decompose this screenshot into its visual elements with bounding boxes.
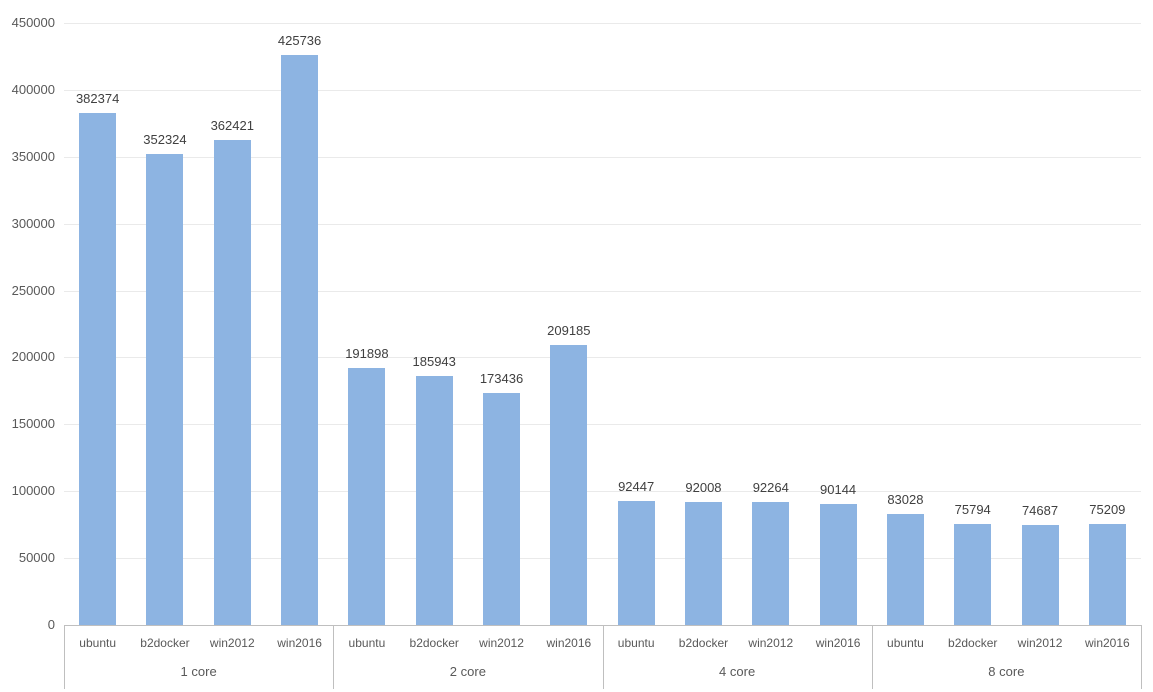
y-axis-tick-label: 200000 (11, 349, 55, 365)
bar-value-label: 75794 (954, 501, 991, 517)
bar (213, 140, 251, 625)
bar-value-label: 92008 (685, 479, 722, 495)
y-gridline (64, 89, 1141, 91)
bar (146, 153, 184, 625)
x-category-label: b2docker (948, 636, 998, 650)
bar-value-label: 352324 (143, 131, 187, 147)
bar (415, 376, 453, 625)
bar (752, 501, 790, 625)
y-axis-tick-label: 150000 (11, 416, 55, 432)
group-divider-line (602, 625, 604, 689)
bar-value-label: 90144 (820, 482, 857, 498)
y-axis-tick-label: 250000 (11, 282, 55, 298)
group-divider-line (333, 625, 335, 689)
x-category-label: win2012 (748, 636, 794, 650)
bar-value-label: 75209 (1089, 502, 1126, 518)
x-category-label: win2012 (1017, 636, 1063, 650)
bar (886, 513, 924, 625)
x-category-label: win2016 (546, 636, 592, 650)
group-divider-line (64, 625, 65, 689)
bar (1021, 525, 1059, 625)
x-category-label: ubuntu (887, 636, 924, 650)
x-category-label: b2docker (678, 636, 729, 650)
bar-value-label: 382374 (75, 91, 120, 107)
y-axis-tick-label: 450000 (11, 15, 55, 30)
y-axis-tick-label: 100000 (11, 483, 55, 499)
bar-value-label: 362421 (210, 118, 254, 134)
bar (819, 504, 857, 625)
bar-value-label: 185943 (412, 354, 456, 370)
bar-value-label: 92264 (752, 479, 789, 495)
bar-value-label: 425736 (277, 33, 322, 49)
bar-value-label: 83028 (887, 491, 924, 507)
bar-value-label: 191898 (345, 346, 389, 362)
bar (684, 501, 722, 625)
y-gridline (64, 23, 1141, 24)
x-category-label: ubuntu (348, 636, 386, 650)
bar-value-label: 173436 (479, 370, 524, 386)
x-group-label: 8 core (988, 664, 1025, 679)
group-divider-line (871, 625, 873, 689)
bar-value-label: 209185 (547, 323, 591, 339)
x-category-label: win2016 (815, 636, 861, 650)
x-category-label: win2016 (277, 636, 322, 650)
y-axis-tick-label: 350000 (11, 148, 55, 164)
y-axis-tick-label: 50000 (18, 550, 55, 566)
y-axis-tick-label: 300000 (11, 215, 55, 231)
bar (954, 523, 992, 625)
x-group-label: 1 core (180, 664, 217, 679)
x-category-label: win2012 (479, 636, 524, 650)
bar-value-label: 74687 (1021, 503, 1059, 519)
x-category-label: win2016 (1084, 636, 1130, 650)
x-group-label: 2 core (449, 664, 486, 679)
group-divider-line (1141, 625, 1142, 689)
bar (1088, 524, 1126, 625)
x-category-label: b2docker (140, 636, 190, 650)
bar (79, 113, 117, 625)
x-category-label: ubuntu (617, 636, 655, 650)
x-category-label: ubuntu (79, 636, 116, 650)
bar (281, 55, 319, 625)
y-axis-tick-label: 400000 (11, 81, 55, 97)
x-group-label: 4 core (719, 664, 756, 679)
y-axis-tick-label: 0 (47, 617, 55, 632)
x-category-label: win2012 (209, 636, 255, 650)
x-category-label: b2docker (409, 636, 459, 650)
bar (617, 501, 655, 625)
bar-value-label: 92447 (618, 479, 655, 495)
bar (483, 392, 521, 625)
bar (550, 345, 588, 625)
bar (348, 368, 386, 625)
